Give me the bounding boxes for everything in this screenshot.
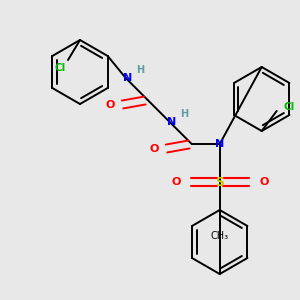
Text: O: O (149, 144, 158, 154)
Text: O: O (171, 177, 180, 187)
Text: N: N (123, 73, 132, 83)
Text: N: N (215, 139, 224, 149)
Text: Cl: Cl (283, 102, 294, 112)
Text: H: H (136, 65, 144, 75)
Text: N: N (167, 117, 176, 127)
Text: S: S (215, 176, 224, 188)
Text: O: O (259, 177, 268, 187)
Text: CH₃: CH₃ (211, 231, 229, 241)
Text: Cl: Cl (54, 63, 66, 73)
Text: H: H (180, 109, 188, 119)
Text: O: O (105, 100, 114, 110)
